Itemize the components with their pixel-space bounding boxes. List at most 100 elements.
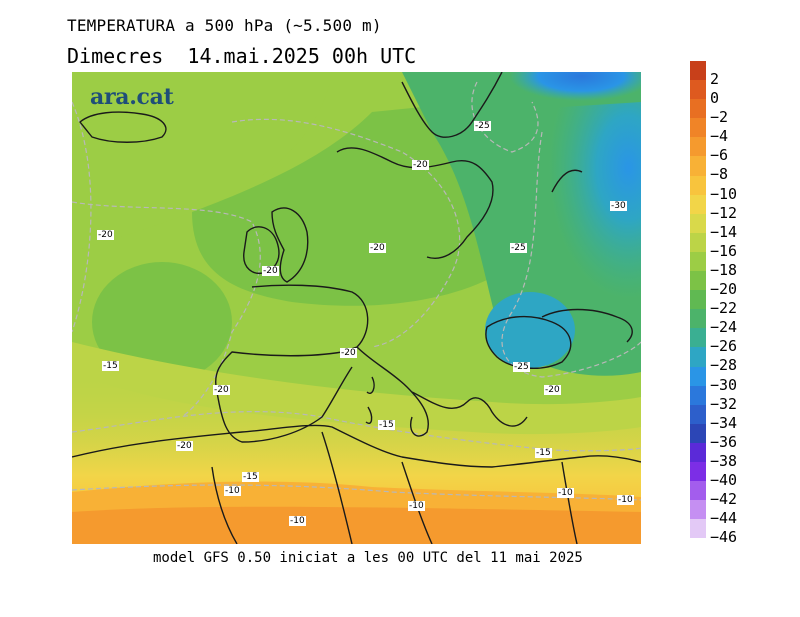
contour-label: -30 — [610, 201, 627, 211]
ladoga-coast — [551, 169, 583, 193]
legend-swatch — [690, 251, 706, 272]
legend-label: 0 — [710, 89, 720, 108]
field-black-sea-cold — [485, 292, 575, 368]
field-sahara-warm — [72, 506, 641, 544]
legend-swatch — [690, 213, 706, 233]
legend-label: −6 — [710, 146, 729, 165]
legend-label: −2 — [710, 108, 729, 127]
contour-label: -25 — [474, 121, 491, 131]
contour-label: -15 — [378, 420, 395, 430]
legend-label: −24 — [710, 318, 738, 337]
legend-label: −36 — [710, 432, 738, 451]
legend-swatch — [690, 500, 706, 520]
legend-swatch — [690, 385, 706, 405]
contour-label: -25 — [513, 362, 530, 372]
britain-coast — [271, 207, 309, 283]
color-scale-labels: 2 0 −2 −4 −6 −8 −10 −12 −14 −16 −18 −20 −22 −24 −26 −28… — [710, 70, 737, 547]
contour-label: -20 — [213, 385, 230, 395]
contour-label: -20 — [97, 230, 114, 240]
legend-swatch — [690, 309, 706, 329]
isotherm-minus25 — [501, 131, 641, 378]
contour-label: -20 — [544, 385, 561, 395]
isotherm-minus15-atlantic — [72, 101, 92, 333]
contour-label: -20 — [369, 243, 386, 253]
corsica-coast — [366, 376, 375, 394]
legend-swatch — [690, 271, 706, 291]
legend-label: −32 — [710, 394, 738, 413]
contour-label: -20 — [176, 441, 193, 451]
legend-swatch — [690, 347, 706, 367]
isotherm-minus20-east — [231, 118, 461, 348]
legend-label: −14 — [710, 222, 738, 241]
legend-swatch — [690, 290, 706, 310]
sardinia-coast — [365, 406, 373, 424]
legend-swatch — [690, 156, 706, 176]
field-biscay — [92, 262, 232, 382]
legend-label: −18 — [710, 260, 738, 279]
ireland-coast — [243, 226, 280, 274]
legend-swatch — [690, 481, 706, 501]
legend-swatch — [690, 61, 706, 81]
morocco-border — [211, 466, 238, 544]
chart-subtitle: Dimecres 14.mai.2025 00h UTC — [67, 44, 417, 68]
legend-label: −30 — [710, 375, 738, 394]
coastlines — [72, 72, 641, 544]
legend-label: −28 — [710, 356, 738, 375]
france-iberia-coast — [215, 284, 369, 443]
contour-label: -15 — [242, 472, 259, 482]
legend-swatch — [690, 328, 706, 348]
contour-label: -20 — [262, 266, 279, 276]
legend-label: −16 — [710, 241, 738, 260]
italy-coast — [356, 346, 429, 437]
field-central-europe — [192, 102, 502, 306]
legend-label: −40 — [710, 470, 738, 489]
contour-label: -10 — [289, 516, 306, 526]
legend-label: −42 — [710, 490, 738, 509]
legend-swatch — [690, 80, 706, 100]
legend-label: −34 — [710, 413, 738, 432]
legend-label: 2 — [710, 70, 720, 88]
legend-label: −8 — [710, 165, 729, 184]
legend-label: −12 — [710, 203, 738, 222]
legend-label: −38 — [710, 451, 738, 470]
legend-swatch — [690, 461, 706, 482]
contour-label: -10 — [408, 501, 425, 511]
legend-label: −22 — [710, 299, 738, 318]
legend-label: −4 — [710, 127, 729, 146]
legend-swatch — [690, 232, 706, 252]
iceland-coast — [79, 111, 167, 143]
scandinavia-coast — [401, 72, 503, 138]
color-scale-bar — [690, 61, 706, 539]
contour-label: -15 — [102, 361, 119, 371]
legend-label: −26 — [710, 337, 738, 356]
legend-swatch — [690, 137, 706, 157]
legend-swatch — [690, 366, 706, 386]
egypt-border — [561, 461, 578, 544]
contour-label: -10 — [557, 488, 574, 498]
contour-label: -10 — [224, 486, 241, 496]
legend-swatch — [690, 404, 706, 424]
legend-label: −46 — [710, 528, 738, 547]
legend-swatch — [690, 194, 706, 214]
contour-label: -10 — [617, 495, 634, 505]
ara-cat-logo: ara.cat — [90, 84, 174, 110]
field-scandinavia-cold — [402, 72, 641, 155]
algeria-border — [321, 431, 353, 544]
legend-label: −20 — [710, 280, 738, 299]
balkans-coast — [411, 391, 528, 427]
temperature-map: ara.cat -25 -20 -30 -20 -25 -20 -20 -20 … — [72, 72, 641, 544]
baltic-coast — [336, 147, 494, 259]
black-sea-coast — [485, 315, 572, 370]
legend-label: −44 — [710, 509, 738, 528]
legend-swatch — [690, 519, 706, 539]
contour-label: -15 — [535, 448, 552, 458]
legend-swatch — [690, 175, 706, 195]
legend-swatch — [690, 442, 706, 462]
model-footnote: model GFS 0.50 iniciat a les 00 UTC del … — [153, 550, 583, 566]
crimea-coast — [541, 308, 633, 343]
contour-label: -20 — [340, 348, 357, 358]
legend-label: −10 — [710, 184, 738, 203]
map-canvas — [72, 72, 641, 544]
isotherm-minus20-west — [72, 201, 261, 418]
contour-label: -25 — [510, 243, 527, 253]
